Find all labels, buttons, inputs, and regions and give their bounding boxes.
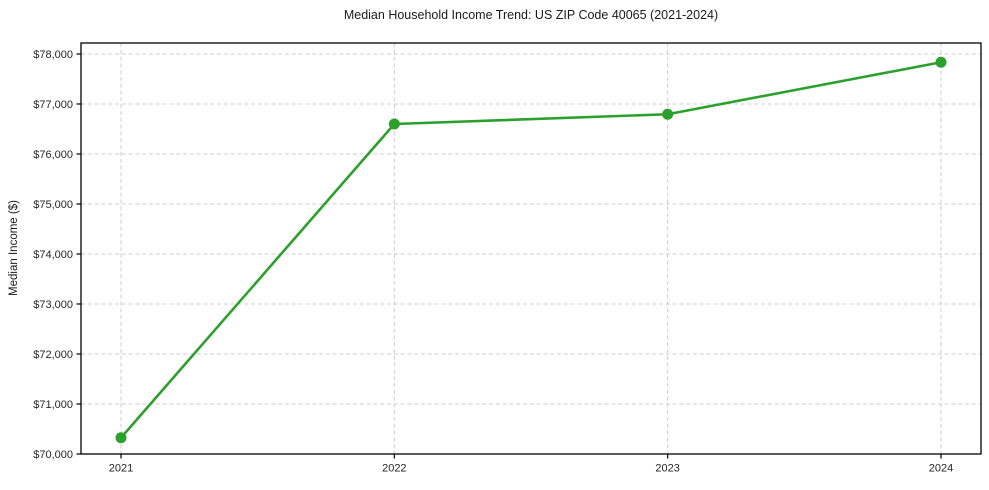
data-point — [935, 56, 947, 68]
y-tick-label: $75,000 — [33, 199, 73, 211]
data-line — [119, 60, 943, 440]
y-tick-label: $74,000 — [33, 249, 73, 261]
y-tick-label: $78,000 — [33, 49, 73, 61]
data-point — [388, 118, 400, 130]
data-point — [115, 432, 127, 444]
x-tick-label: 2023 — [655, 463, 679, 475]
y-tick-label: $77,000 — [33, 99, 73, 111]
y-tick-label: $73,000 — [33, 299, 73, 311]
x-tick-label: 2022 — [382, 463, 406, 475]
y-tick-label: $71,000 — [33, 399, 73, 411]
plot-border — [80, 42, 982, 455]
x-tick-label: 2024 — [929, 463, 953, 475]
chart-title: Median Household Income Trend: US ZIP Co… — [343, 8, 719, 22]
y-tick-label: $70,000 — [33, 449, 73, 461]
data-point — [662, 108, 674, 120]
y-tick-label: $76,000 — [33, 149, 73, 161]
x-tick-label: 2021 — [109, 463, 133, 475]
y-tick-label: $72,000 — [33, 349, 73, 361]
